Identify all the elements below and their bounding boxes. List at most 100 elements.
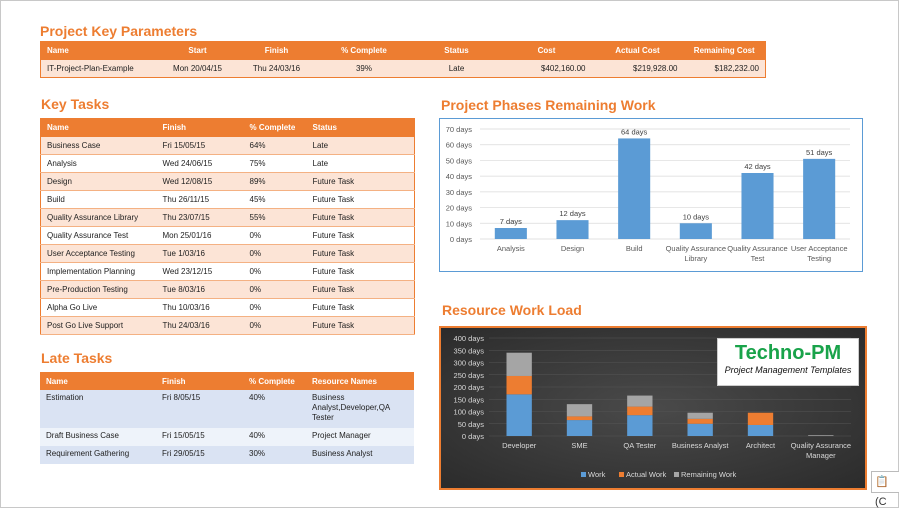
y-tick-label: 100 days	[454, 408, 485, 417]
bar-segment[interactable]	[566, 416, 593, 421]
resource-chart[interactable]: 0 days 50 days 100 days 150 days 200 days 250…	[439, 326, 867, 490]
bar-segment[interactable]	[566, 420, 593, 436]
bar-segment[interactable]	[566, 404, 593, 417]
y-tick-label: 300 days	[454, 359, 485, 368]
data-label: 64 days	[621, 127, 648, 136]
y-tick-label: 250 days	[454, 371, 485, 380]
phases-chart[interactable]: 0 days 10 days 20 days 30 days 40 days 50 day…	[439, 118, 863, 272]
data-label: 42 days	[744, 162, 771, 171]
column-header: Name	[40, 41, 159, 60]
table-row[interactable]: Analysis Wed 24/06/15 75% Late	[40, 154, 415, 173]
x-tick-label: User Acceptance Testing	[791, 244, 848, 263]
table-row[interactable]: User Acceptance Testing Tue 1/03/16 0% Futu…	[40, 244, 415, 263]
table-cell: User Acceptance Testing	[40, 244, 157, 263]
y-tick-label: 50 days	[458, 420, 485, 429]
table-row[interactable]: Estimation Fri 8/05/15 40% Business Analyst…	[40, 390, 414, 428]
table-cell: Mon 20/04/15	[158, 59, 237, 78]
table-cell: 55%	[243, 208, 307, 227]
table-cell: Draft Business Case	[40, 428, 156, 446]
table-cell: 39%	[316, 59, 412, 78]
legend-label: Work	[588, 470, 606, 479]
column-header: Remaining Cost	[683, 41, 766, 60]
bar[interactable]	[741, 173, 774, 239]
table-cell: Future Task	[306, 262, 415, 281]
table-cell: Thu 24/03/16	[236, 59, 317, 78]
table-row[interactable]: Alpha Go Live Thu 10/03/16 0% Future Task	[40, 298, 415, 317]
bar-segment[interactable]	[808, 435, 834, 436]
bar[interactable]	[679, 223, 712, 239]
phases-chart-title: Project Phases Remaining Work	[441, 97, 656, 113]
paste-options-icon[interactable]: 📋 (C	[871, 471, 899, 508]
table-row[interactable]: Requirement Gathering Fri 29/05/15 30% Busi…	[40, 446, 414, 464]
y-tick-label: 0 days	[462, 432, 484, 441]
resource-chart-svg: 0 days 50 days 100 days 150 days 200 days 250…	[454, 334, 852, 479]
y-tick-label: 70 days	[446, 125, 473, 134]
bar-segment[interactable]	[687, 412, 713, 419]
x-tick-label: Analysis	[497, 244, 525, 253]
y-tick-label: 50 days	[446, 156, 473, 165]
table-row[interactable]: Quality Assurance Test Mon 25/01/16 0% Futu…	[40, 226, 415, 245]
key-tasks-table: Name Finish% Complete Status Business Case…	[40, 118, 415, 335]
table-cell: Future Task	[306, 316, 415, 335]
column-header: % Complete	[243, 372, 306, 390]
table-cell: 0%	[243, 226, 307, 245]
data-label: 12 days	[559, 209, 586, 218]
bar-segment[interactable]	[506, 352, 532, 376]
table-row[interactable]: Business Case Fri 15/05/15 64% Late	[40, 136, 415, 155]
table-row[interactable]: IT-Project-Plan-Example Mon 20/04/15 Thu 2…	[40, 59, 766, 78]
bar[interactable]	[556, 220, 589, 239]
bar-segment[interactable]	[506, 375, 532, 395]
table-cell: Future Task	[306, 172, 415, 191]
column-header: Finish	[236, 41, 317, 60]
table-header-row: Name Finish% Complete Resource Names	[40, 372, 414, 390]
bar-segment[interactable]	[627, 406, 653, 416]
data-label: 10 days	[683, 212, 710, 221]
table-cell: Late	[411, 59, 502, 78]
table-row[interactable]: Quality Assurance Library Thu 23/07/15 55%…	[40, 208, 415, 227]
data-label: 7 days	[500, 217, 522, 226]
bar-segment[interactable]	[627, 415, 653, 436]
bar-segment[interactable]	[506, 394, 532, 436]
y-tick-label: 0 days	[450, 235, 472, 244]
bar-segment[interactable]	[687, 423, 713, 436]
bar[interactable]	[494, 228, 527, 239]
table-cell: Post Go Live Support	[40, 316, 157, 335]
table-cell: Future Task	[306, 280, 415, 299]
project-params-title: Project Key Parameters	[40, 23, 198, 39]
table-cell: Requirement Gathering	[40, 446, 156, 464]
table-cell: Mon 25/01/16	[156, 226, 244, 245]
table-row[interactable]: Implementation Planning Wed 23/12/15 0% Fut…	[40, 262, 415, 281]
table-row[interactable]: Post Go Live Support Thu 24/03/16 0% Future…	[40, 316, 415, 335]
bar-segment[interactable]	[687, 418, 713, 424]
bar-segment[interactable]	[747, 412, 774, 425]
bar-segment[interactable]	[627, 395, 653, 407]
techno-pm-logo: Techno-PM Project Management Templates	[717, 338, 859, 386]
legend-label: Actual Work	[626, 470, 667, 479]
table-row[interactable]: Build Thu 26/11/15 45% Future Task	[40, 190, 415, 209]
legend-swatch	[619, 472, 624, 477]
bar-segment[interactable]	[747, 424, 774, 436]
column-header: Actual Cost	[591, 41, 684, 60]
table-cell: Thu 26/11/15	[156, 190, 244, 209]
table-cell: 0%	[243, 298, 307, 317]
table-row[interactable]: Draft Business Case Fri 15/05/15 40% Projec…	[40, 428, 414, 446]
y-tick-label: 60 days	[446, 141, 473, 150]
table-cell: Design	[40, 172, 157, 191]
table-row[interactable]: Pre-Production Testing Tue 8/03/16 0% Futur…	[40, 280, 415, 299]
column-header: Name	[40, 372, 156, 390]
bar[interactable]	[618, 138, 651, 239]
table-cell: Future Task	[306, 226, 415, 245]
paste-options-label: (C	[875, 496, 887, 508]
table-cell: Future Task	[306, 190, 415, 209]
column-header: Status	[306, 118, 415, 137]
bar[interactable]	[803, 158, 836, 239]
table-cell: Future Task	[306, 298, 415, 317]
table-cell: Fri 8/05/15	[156, 390, 243, 428]
x-tick-label: Business Analyst	[672, 441, 730, 450]
table-row[interactable]: Design Wed 12/08/15 89% Future Task	[40, 172, 415, 191]
table-cell: Project Manager	[306, 428, 414, 446]
table-cell: 0%	[243, 316, 307, 335]
x-tick-label: Quality Assurance Test	[727, 244, 787, 263]
table-cell: Fri 15/05/15	[156, 136, 244, 155]
